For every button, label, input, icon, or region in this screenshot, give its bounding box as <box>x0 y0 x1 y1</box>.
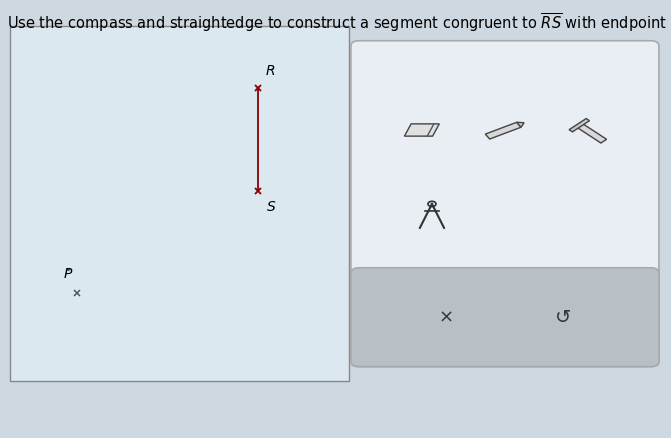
Polygon shape <box>405 124 440 136</box>
Text: Use the compass and straightedge to construct a segment congruent to $\overline{: Use the compass and straightedge to cons… <box>7 11 671 34</box>
FancyBboxPatch shape <box>351 268 659 367</box>
Text: ↺: ↺ <box>555 308 572 327</box>
Text: ×: × <box>439 308 454 326</box>
Polygon shape <box>517 122 524 127</box>
FancyBboxPatch shape <box>351 41 659 367</box>
Text: $S$: $S$ <box>266 200 276 214</box>
Polygon shape <box>569 119 590 132</box>
Bar <box>10 26 349 381</box>
Polygon shape <box>485 122 521 139</box>
Text: $P$: $P$ <box>64 267 74 281</box>
Polygon shape <box>575 123 607 143</box>
Text: $R$: $R$ <box>265 64 275 78</box>
